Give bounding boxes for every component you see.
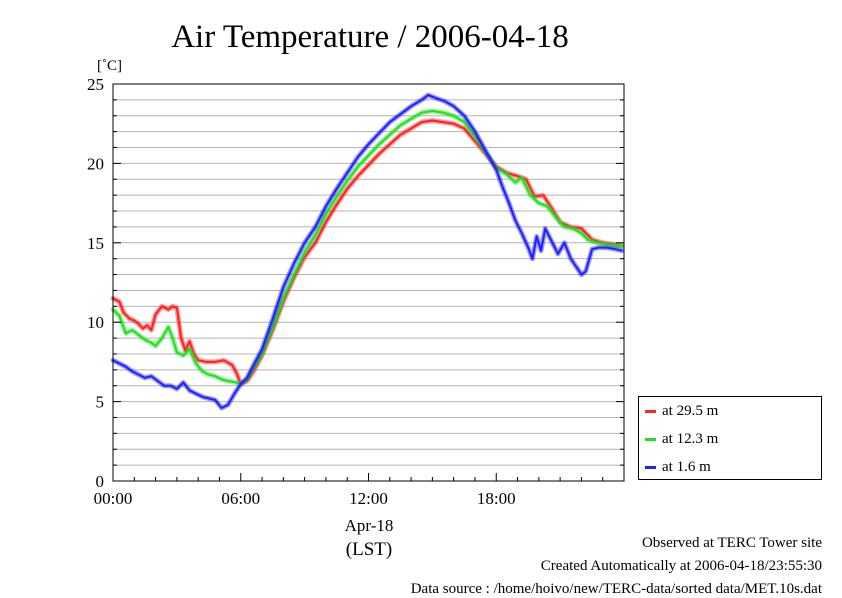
series-halo-2 <box>110 92 625 411</box>
y-tick-label: 0 <box>96 472 105 491</box>
footer-observed-site: Observed at TERC Tower site <box>641 535 822 551</box>
footer-created-timestamp: Created Automatically at 2006-04-18/23:5… <box>540 558 822 574</box>
legend: at 29.5 m at 12.3 m at 1.6 m <box>638 396 822 480</box>
legend-swatch-29-5m <box>645 409 656 413</box>
legend-item-1-6m: at 1.6 m <box>645 457 711 477</box>
y-axis-unit: [˚C] <box>97 58 122 74</box>
x-axis-timezone-label: (LST) <box>346 539 392 560</box>
legend-item-12-3m: at 12.3 m <box>645 429 718 449</box>
legend-swatch-1-6m <box>645 465 656 469</box>
legend-label-1-6m: at 1.6 m <box>662 458 711 475</box>
footer-data-source: Data source : /home/hoivo/new/TERC-data/… <box>410 581 822 597</box>
y-tick-label: 15 <box>87 234 104 253</box>
y-tick-label: 5 <box>96 393 105 412</box>
series-line-1 <box>112 110 623 386</box>
legend-label-29-5m: at 29.5 m <box>662 402 719 419</box>
x-axis-date-label: Apr-18 <box>345 516 394 535</box>
axis-ticks: 00:00 06:00 12:00 18:00 0 5 10 15 20 25 <box>87 75 625 508</box>
series-line-0 <box>112 119 623 386</box>
series-layer <box>110 92 625 411</box>
legend-label-12-3m: at 12.3 m <box>662 430 719 447</box>
x-tick-label: 18:00 <box>477 489 516 508</box>
legend-swatch-12-3m <box>645 437 656 441</box>
x-tick-label: 12:00 <box>349 489 388 508</box>
x-tick-label: 06:00 <box>221 489 260 508</box>
series-line-2 <box>112 94 623 409</box>
y-tick-label: 10 <box>87 313 104 332</box>
chart-title: Air Temperature / 2006-04-18 <box>171 19 569 55</box>
y-tick-label: 20 <box>87 154 104 173</box>
legend-item-29-5m: at 29.5 m <box>645 401 718 421</box>
x-tick-label: 00:00 <box>94 489 133 508</box>
grid-lines <box>113 99 624 466</box>
y-tick-label: 25 <box>87 75 104 94</box>
